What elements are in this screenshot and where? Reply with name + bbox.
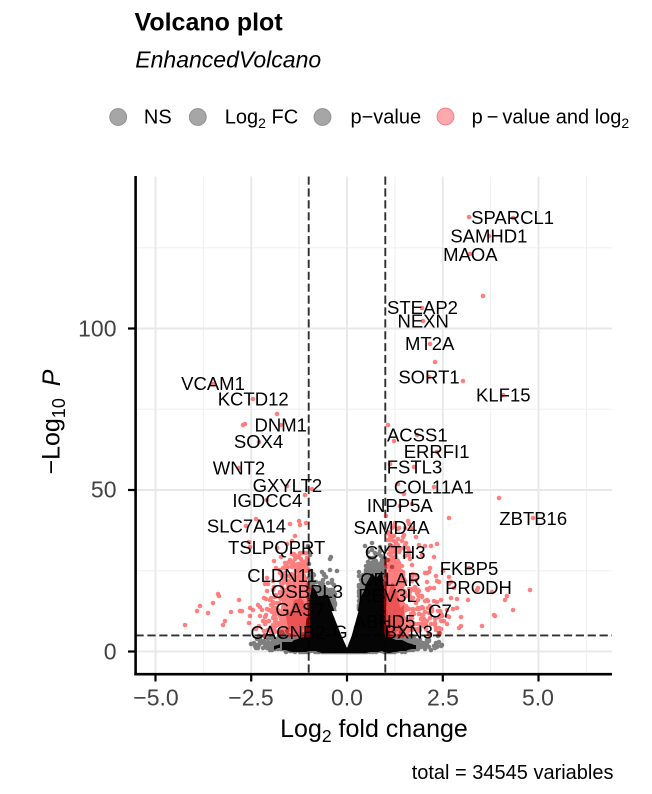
- svg-text:Volcano plot: Volcano plot: [135, 9, 284, 37]
- svg-text:SAMHD1: SAMHD1: [450, 226, 527, 247]
- svg-text:IGDCC4: IGDCC4: [232, 490, 302, 511]
- svg-text:p − value and log2: p − value and log2: [472, 107, 630, 132]
- svg-text:TSLPQPRT: TSLPQPRT: [228, 537, 325, 558]
- svg-text:NEXN: NEXN: [397, 311, 448, 332]
- svg-text:WNT2: WNT2: [213, 458, 265, 479]
- svg-text:REV3L: REV3L: [358, 585, 417, 606]
- svg-text:DNM1: DNM1: [254, 415, 306, 436]
- svg-text:p−value: p−value: [351, 107, 422, 129]
- svg-text:2.5: 2.5: [427, 685, 459, 711]
- svg-text:100: 100: [78, 316, 116, 342]
- svg-text:PRODH: PRODH: [445, 577, 512, 598]
- svg-text:NS: NS: [144, 107, 172, 129]
- svg-text:5.0: 5.0: [522, 685, 554, 711]
- svg-text:SAMD4A: SAMD4A: [353, 517, 430, 538]
- svg-text:STEAP2: STEAP2: [387, 297, 458, 318]
- svg-text:CLDN11: CLDN11: [247, 565, 317, 586]
- svg-text:VCAM1: VCAM1: [181, 373, 245, 394]
- svg-text:CFLAR: CFLAR: [360, 569, 421, 590]
- svg-text:CYTH3: CYTH3: [365, 542, 426, 563]
- svg-text:KLF15: KLF15: [476, 385, 531, 406]
- svg-text:COL11A1: COL11A1: [394, 477, 474, 498]
- svg-text:BXN3: BXN3: [385, 622, 433, 643]
- svg-text:OSBPL3: OSBPL3: [271, 581, 343, 602]
- svg-text:−Log10 P: −Log10 P: [38, 369, 70, 474]
- svg-text:SLC7A14: SLC7A14: [207, 516, 286, 537]
- svg-text:ACSS1: ACSS1: [387, 425, 448, 446]
- svg-text:SORT1: SORT1: [398, 367, 459, 388]
- svg-text:total = 34545 variables: total = 34545 variables: [412, 762, 614, 784]
- svg-text:FKBP5: FKBP5: [440, 558, 499, 579]
- svg-text:−2.5: −2.5: [228, 685, 273, 711]
- svg-text:SOX4: SOX4: [234, 431, 283, 452]
- svg-text:50: 50: [91, 477, 117, 503]
- svg-text:SPARCL1: SPARCL1: [471, 207, 554, 228]
- svg-text:G: G: [333, 622, 347, 643]
- svg-text:GXYLT2: GXYLT2: [253, 475, 323, 496]
- svg-text:EnhancedVolcano: EnhancedVolcano: [135, 47, 321, 73]
- svg-text:FSTL3: FSTL3: [387, 457, 443, 478]
- svg-text:GAS7: GAS7: [275, 599, 324, 620]
- svg-text:ERRFI1: ERRFI1: [404, 441, 470, 462]
- svg-text:MAOA: MAOA: [443, 244, 498, 265]
- svg-text:ABHD5: ABHD5: [354, 611, 416, 632]
- svg-text:CACNB2: CACNB2: [250, 622, 325, 643]
- svg-text:MT2A: MT2A: [405, 333, 455, 354]
- svg-text:0.0: 0.0: [331, 685, 363, 711]
- svg-text:ZBTB16: ZBTB16: [499, 508, 567, 529]
- svg-text:Log2 fold change: Log2 fold change: [280, 715, 468, 746]
- svg-text:KCTD12: KCTD12: [218, 389, 289, 410]
- svg-text:C7: C7: [428, 601, 452, 622]
- svg-text:−5.0: −5.0: [133, 685, 178, 711]
- svg-text:0: 0: [104, 639, 117, 665]
- svg-text:INPP5A: INPP5A: [367, 495, 433, 516]
